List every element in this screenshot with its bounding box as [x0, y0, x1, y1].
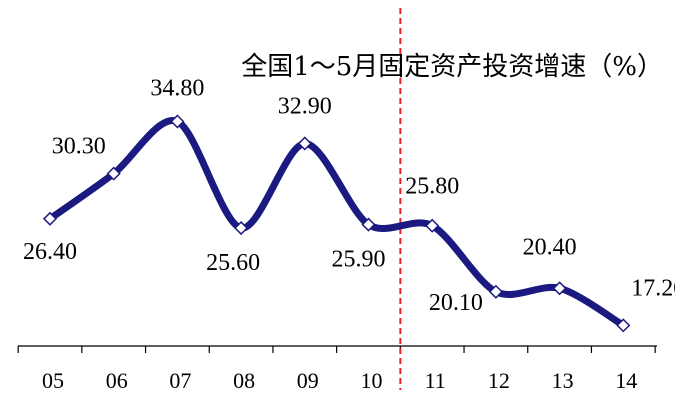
data-point — [297, 136, 312, 151]
data-label: 25.90 — [332, 247, 386, 273]
data-label: 17.20 — [631, 275, 675, 301]
x-tick-label: 05 — [42, 368, 64, 390]
data-label: 25.80 — [405, 174, 459, 200]
data-label: 26.40 — [23, 239, 77, 265]
series-line — [46, 117, 627, 329]
data-label: 32.90 — [278, 93, 332, 119]
x-tick-label: 07 — [169, 368, 191, 390]
x-tick-label: 13 — [552, 368, 574, 390]
x-tick-label: 11 — [425, 368, 446, 390]
data-point — [616, 318, 631, 333]
data-point — [234, 220, 249, 236]
data-point — [170, 114, 185, 129]
x-tick-label: 09 — [297, 368, 319, 390]
data-label: 20.10 — [429, 290, 483, 316]
data-label: 25.60 — [206, 250, 260, 276]
data-label: 20.40 — [523, 234, 577, 260]
data-label: 34.80 — [150, 75, 204, 101]
data-point — [552, 281, 567, 296]
x-tick-label: 08 — [233, 368, 255, 390]
x-tick-label: 06 — [106, 368, 128, 390]
data-point — [425, 218, 440, 233]
x-tick-label: 10 — [361, 368, 383, 390]
data-point — [42, 211, 58, 226]
data-point — [488, 284, 503, 299]
data-point — [361, 217, 376, 232]
x-tick-label: 12 — [488, 368, 510, 390]
data-label: 30.30 — [52, 134, 106, 160]
data-point — [106, 166, 121, 181]
chart-title: 全国1～5月固定资产投资增速（%） — [241, 52, 663, 82]
x-tick-label: 14 — [615, 368, 637, 390]
